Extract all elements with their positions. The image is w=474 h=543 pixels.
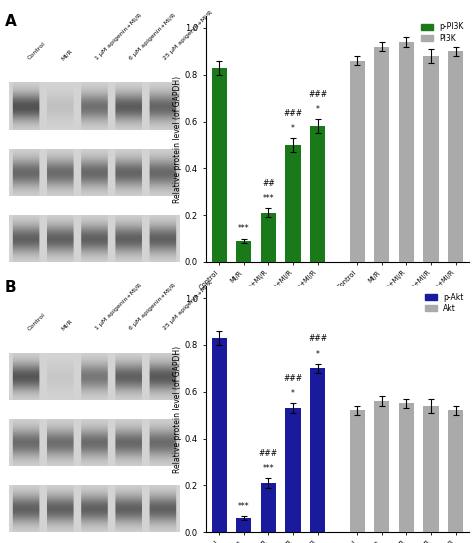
Text: A: A xyxy=(5,14,17,29)
Text: Control: Control xyxy=(27,312,46,331)
Text: *: * xyxy=(291,124,295,133)
Text: ***: *** xyxy=(238,224,250,233)
Legend: p-PI3K, PI3K: p-PI3K, PI3K xyxy=(419,20,465,45)
Text: ##: ## xyxy=(262,179,275,188)
Bar xyxy=(285,145,301,262)
Bar xyxy=(399,42,414,262)
Text: MI/R: MI/R xyxy=(61,318,73,331)
Bar xyxy=(310,126,325,262)
Legend: p-Akt, Akt: p-Akt, Akt xyxy=(423,291,465,315)
Bar xyxy=(349,61,365,262)
Text: ***: *** xyxy=(238,502,250,510)
Bar xyxy=(423,56,439,262)
Text: *: * xyxy=(291,389,295,399)
Bar xyxy=(423,406,439,532)
Text: 25 μM apigenin+MI/R: 25 μM apigenin+MI/R xyxy=(163,280,214,331)
Bar xyxy=(374,401,390,532)
Bar xyxy=(285,408,301,532)
Y-axis label: Relative protein level (of GAPDH): Relative protein level (of GAPDH) xyxy=(173,346,182,473)
Text: ***: *** xyxy=(263,464,274,473)
Bar xyxy=(236,241,251,262)
Y-axis label: Relative protein level (of GAPDH): Relative protein level (of GAPDH) xyxy=(173,75,182,203)
Bar xyxy=(261,483,276,532)
Bar xyxy=(211,338,227,532)
Text: 1 μM apigenin+MI/R: 1 μM apigenin+MI/R xyxy=(94,13,143,61)
Bar xyxy=(448,411,464,532)
Text: ###: ### xyxy=(259,449,278,458)
Bar xyxy=(448,52,464,262)
Text: 6 μM apigenin+MI/R: 6 μM apigenin+MI/R xyxy=(128,13,177,61)
Text: 6 μM apigenin+MI/R: 6 μM apigenin+MI/R xyxy=(128,283,177,331)
Text: B: B xyxy=(5,280,17,295)
Bar xyxy=(374,47,390,262)
Text: *: * xyxy=(316,350,319,358)
Text: 1 μM apigenin+MI/R: 1 μM apigenin+MI/R xyxy=(94,283,143,331)
Text: Control: Control xyxy=(27,41,46,61)
Text: ###: ### xyxy=(308,90,327,99)
Text: ***: *** xyxy=(263,194,274,203)
Bar xyxy=(349,411,365,532)
Bar xyxy=(211,68,227,262)
Bar xyxy=(310,368,325,532)
Bar xyxy=(261,213,276,262)
Text: 25 μM apigenin+MI/R: 25 μM apigenin+MI/R xyxy=(163,10,214,61)
Text: ###: ### xyxy=(308,334,327,343)
Bar xyxy=(399,403,414,532)
Text: MI/R: MI/R xyxy=(61,48,73,61)
Text: *: * xyxy=(316,105,319,114)
Bar xyxy=(236,518,251,532)
Text: ###: ### xyxy=(283,374,302,383)
Text: ###: ### xyxy=(283,109,302,118)
